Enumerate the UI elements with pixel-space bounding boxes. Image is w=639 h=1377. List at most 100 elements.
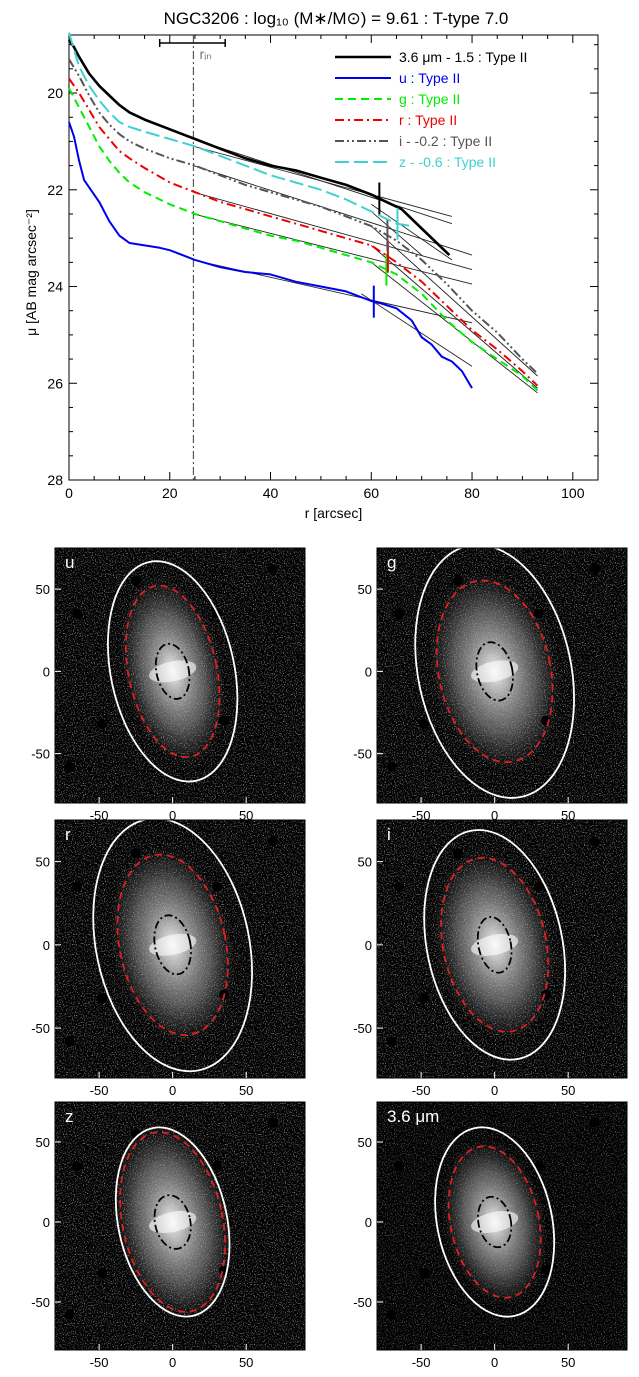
- masked-star: [72, 608, 83, 619]
- y-tick-label: 22: [47, 182, 63, 198]
- legend-label: g : Type II: [399, 91, 460, 107]
- outer-ellipse: [92, 820, 253, 1073]
- galaxy-core: [471, 660, 519, 683]
- masked-star: [130, 575, 141, 586]
- y-axis-label: μ [AB mag arcsec⁻²]: [23, 209, 39, 336]
- x-tick-label: 80: [464, 485, 480, 501]
- image-panel-3.6m: 3.6 μm -50 0 50 50 0 -50: [353, 1101, 628, 1370]
- image-panel-g: g -50 0 50 50 0 -50: [353, 547, 628, 823]
- panel-x-tick-label: -50: [90, 808, 109, 823]
- break-ellipse: [435, 579, 554, 764]
- panel-x-tick-label: -50: [412, 1083, 431, 1098]
- masked-star: [419, 1268, 430, 1279]
- masked-star: [64, 1309, 75, 1320]
- fit-line: [193, 213, 473, 285]
- galaxy-core: [149, 933, 197, 956]
- panel-frame: [54, 819, 306, 1079]
- masked-star: [533, 881, 544, 892]
- panel-y-tick-label: -50: [31, 1021, 50, 1036]
- r-in-label: rᵢₙ: [199, 46, 211, 62]
- panel-y-tick-label: 0: [43, 1215, 50, 1230]
- inner-ellipse: [476, 916, 513, 974]
- masked-star: [97, 719, 108, 730]
- outer-ellipse: [107, 560, 239, 783]
- masked-star: [419, 719, 430, 730]
- y-tick-label: 20: [47, 85, 63, 101]
- masked-star: [211, 881, 222, 892]
- panel-image: [55, 1102, 305, 1350]
- x-tick-label: 0: [65, 485, 73, 501]
- inner-ellipse: [477, 1195, 513, 1249]
- panel-label: z: [65, 1107, 74, 1126]
- panel-frame: [376, 1101, 628, 1351]
- series-line: [68, 121, 473, 389]
- y-tick-label: 28: [47, 472, 63, 488]
- masked-star: [97, 1268, 108, 1279]
- legend-label: z - -0.6 : Type II: [399, 154, 496, 170]
- panel-frame: [54, 547, 306, 804]
- inner-ellipse: [153, 914, 192, 976]
- fit-line: [371, 203, 453, 261]
- masked-star: [386, 761, 397, 772]
- panel-x-tick-label: 0: [491, 808, 498, 823]
- image-panel-i: i -50 0 50 50 0 -50: [353, 819, 628, 1098]
- masked-star: [72, 881, 83, 892]
- masked-star: [533, 608, 544, 619]
- panel-x-tick-label: 50: [239, 808, 253, 823]
- image-panel-z: z -50 0 50 50 0 -50: [31, 1101, 306, 1370]
- y-tick-label: 26: [47, 375, 63, 391]
- panel-label: i: [387, 825, 391, 844]
- panel-image: [55, 820, 305, 1078]
- outer-ellipse: [414, 548, 575, 799]
- series-line: [68, 77, 539, 387]
- masked-star: [541, 1265, 552, 1275]
- masked-star: [394, 881, 405, 892]
- panel-image: [377, 548, 627, 803]
- panel-y-tick-label: -50: [31, 747, 50, 762]
- masked-star: [267, 836, 278, 847]
- break-ellipse: [440, 856, 550, 1033]
- panel-x-tick-label: 50: [239, 1083, 253, 1098]
- panel-y-tick-label: 0: [365, 1215, 372, 1230]
- panel-x-tick-label: 0: [169, 808, 176, 823]
- masked-star: [386, 1309, 397, 1320]
- image-panel-u: u -50 0 50 50 0 -50: [31, 547, 306, 823]
- masked-star: [211, 1161, 222, 1171]
- break-ellipse: [124, 584, 221, 759]
- panel-x-tick-label: 0: [169, 1083, 176, 1098]
- panel-y-tick-label: 0: [365, 664, 372, 679]
- masked-star: [97, 993, 108, 1004]
- panel-label: r: [65, 825, 71, 844]
- x-tick-label: 20: [162, 485, 178, 501]
- panel-y-tick-label: 0: [43, 938, 50, 953]
- masked-star: [394, 608, 405, 619]
- masked-star: [64, 761, 75, 772]
- fit-line: [193, 138, 453, 225]
- panel-image: [55, 548, 305, 803]
- galaxy-core: [149, 1211, 197, 1233]
- masked-star: [419, 993, 430, 1004]
- panel-y-tick-label: 0: [43, 664, 50, 679]
- fit-line: [193, 191, 473, 271]
- masked-star: [219, 715, 230, 726]
- masked-star: [267, 1117, 278, 1128]
- x-tick-label: 40: [263, 485, 279, 501]
- fit-line: [193, 165, 473, 256]
- masked-star: [452, 575, 463, 586]
- panel-image: [377, 1102, 627, 1350]
- inner-ellipse: [154, 642, 191, 700]
- series-line: [68, 32, 412, 228]
- image-panel-r: r -50 0 50 50 0 -50: [31, 819, 306, 1098]
- panel-frame: [54, 1101, 306, 1351]
- fit-line: [370, 225, 538, 377]
- panel-frame: [376, 819, 628, 1079]
- legend-label: 3.6 μm - 1.5 : Type II: [399, 49, 527, 65]
- panel-y-tick-label: -50: [353, 747, 372, 762]
- panel-y-tick-label: 50: [358, 1135, 372, 1150]
- break-ellipse: [116, 853, 229, 1036]
- masked-star: [452, 1129, 463, 1139]
- plot-frame: [68, 34, 599, 481]
- legend-label: u : Type II: [399, 70, 460, 86]
